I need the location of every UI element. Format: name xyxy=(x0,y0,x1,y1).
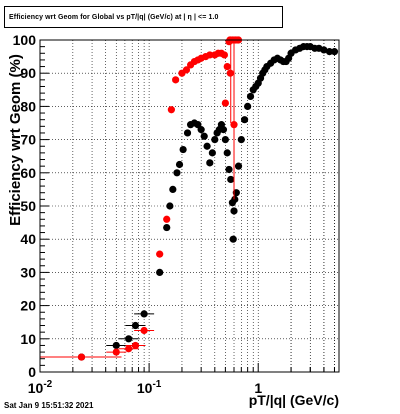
data-point xyxy=(179,145,187,154)
data-series xyxy=(40,36,339,361)
y-tick-label: 70 xyxy=(20,132,36,148)
data-point xyxy=(221,99,229,107)
data-point xyxy=(240,116,249,124)
data-point xyxy=(206,159,214,167)
data-point xyxy=(223,149,231,157)
data-point xyxy=(112,341,120,350)
data-point xyxy=(163,223,171,232)
data-point xyxy=(125,345,133,353)
data-point xyxy=(112,348,120,356)
data-point xyxy=(197,126,205,134)
data-point xyxy=(167,106,175,114)
y-tick-label: 60 xyxy=(20,165,36,181)
data-point xyxy=(208,149,216,157)
data-point xyxy=(173,169,181,177)
x-tick-label: 10-1 xyxy=(137,379,162,396)
data-point xyxy=(203,142,211,150)
y-tick-label: 100 xyxy=(13,32,37,48)
data-point xyxy=(156,250,164,258)
y-tick-label: 30 xyxy=(20,264,36,280)
y-axis-title: Efficiency wrt Geom (%) xyxy=(7,54,24,226)
data-point xyxy=(166,202,174,210)
data-point xyxy=(131,341,140,350)
data-point xyxy=(156,268,164,276)
data-point xyxy=(219,126,228,134)
data-point xyxy=(169,185,177,193)
data-point xyxy=(232,189,240,197)
data-point xyxy=(172,76,180,84)
y-tick-label: 0 xyxy=(28,364,36,380)
data-point xyxy=(231,195,239,203)
data-point xyxy=(244,102,252,110)
data-point xyxy=(140,326,148,335)
grid xyxy=(40,40,339,372)
data-point xyxy=(206,51,214,59)
data-point xyxy=(320,46,328,54)
x-axis-title: pT/|q| (GeV/c) xyxy=(249,392,339,408)
data-point xyxy=(246,92,255,101)
axis-labels: Efficiency wrt Geom (%) pT/|q| (GeV/c) xyxy=(7,54,339,408)
data-point xyxy=(234,162,243,170)
data-point xyxy=(229,235,237,243)
y-tick-label: 80 xyxy=(20,98,36,114)
data-point xyxy=(220,51,229,59)
data-point xyxy=(182,66,191,74)
y-tick-label: 90 xyxy=(20,65,36,81)
series-black xyxy=(41,43,339,361)
chart-title-box: Efficiency wrt Geom for Global vs pT/|q|… xyxy=(4,6,283,28)
data-point xyxy=(227,175,235,184)
data-point xyxy=(175,160,184,169)
data-point xyxy=(221,136,229,144)
data-point xyxy=(211,136,219,144)
data-point xyxy=(330,48,339,56)
y-tick-label: 40 xyxy=(20,231,36,247)
data-point xyxy=(140,310,148,318)
plot-frame xyxy=(39,39,340,373)
timestamp-label: Sat Jan 9 15:51:32 2021 xyxy=(4,401,94,410)
plot-frame-border xyxy=(39,39,340,373)
data-point xyxy=(200,132,208,140)
data-point xyxy=(223,62,231,71)
data-point xyxy=(183,129,192,137)
y-tick-label: 20 xyxy=(20,298,36,314)
chart-title: Efficiency wrt Geom for Global vs pT/|q|… xyxy=(9,13,219,21)
y-tick-label: 10 xyxy=(20,331,36,347)
data-point xyxy=(131,321,140,330)
data-point xyxy=(230,207,238,215)
x-tick-label: 1 xyxy=(254,380,262,396)
data-point xyxy=(325,48,334,56)
data-point xyxy=(225,165,233,174)
y-tick-label: 50 xyxy=(20,198,36,214)
data-point xyxy=(237,136,245,144)
x-tick-label: 10-2 xyxy=(28,379,53,396)
data-point xyxy=(163,215,171,223)
data-point xyxy=(125,335,133,343)
